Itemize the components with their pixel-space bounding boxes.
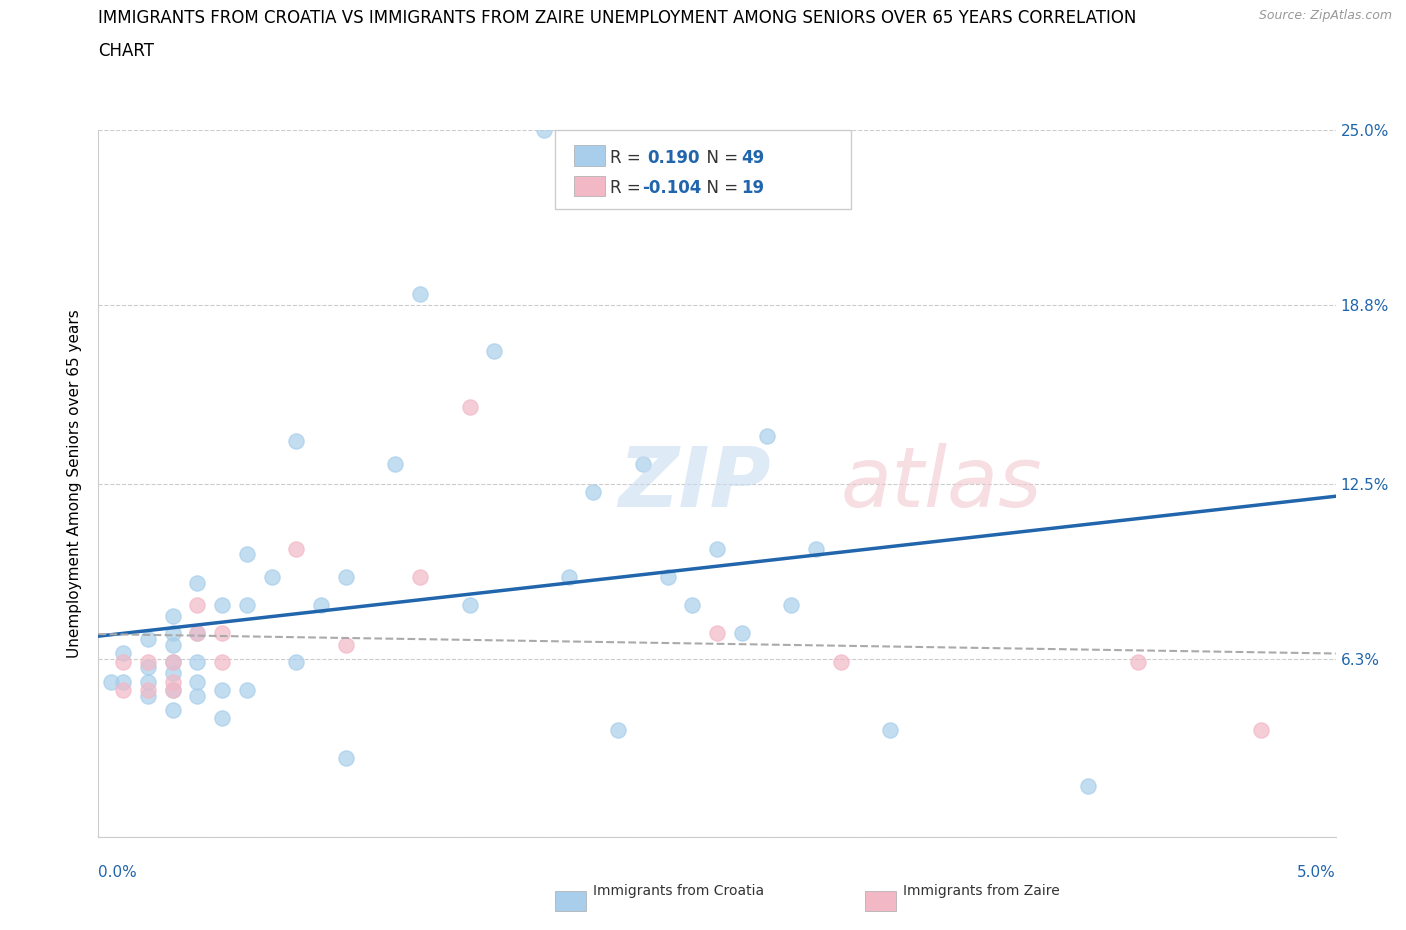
Text: atlas: atlas — [841, 443, 1042, 525]
Point — [409, 286, 432, 301]
Point — [236, 598, 259, 613]
Text: Source: ZipAtlas.com: Source: ZipAtlas.com — [1258, 9, 1392, 22]
Point — [631, 457, 654, 472]
Point — [162, 626, 184, 641]
Point — [186, 655, 208, 670]
Point — [285, 655, 308, 670]
Point — [309, 598, 332, 613]
Point — [335, 637, 357, 652]
Y-axis label: Unemployment Among Seniors over 65 years: Unemployment Among Seniors over 65 years — [67, 310, 83, 658]
Point — [335, 751, 357, 765]
Text: R =: R = — [610, 149, 647, 166]
Text: R =: R = — [610, 179, 647, 197]
Point — [458, 598, 481, 613]
Point — [136, 674, 159, 689]
Point — [162, 637, 184, 652]
Point — [804, 541, 827, 556]
Point — [1126, 655, 1149, 670]
Point — [186, 688, 208, 703]
Point — [112, 655, 135, 670]
Point — [112, 683, 135, 698]
Text: Immigrants from Zaire: Immigrants from Zaire — [903, 884, 1059, 898]
Text: -0.104: -0.104 — [643, 179, 702, 197]
Point — [162, 655, 184, 670]
Point — [780, 598, 803, 613]
Point — [162, 674, 184, 689]
Text: 0.190: 0.190 — [647, 149, 699, 166]
Point — [162, 666, 184, 681]
Point — [211, 598, 233, 613]
Point — [706, 541, 728, 556]
Point — [409, 569, 432, 584]
Point — [136, 655, 159, 670]
Point — [731, 626, 754, 641]
Point — [706, 626, 728, 641]
Point — [1250, 722, 1272, 737]
Text: CHART: CHART — [98, 42, 155, 60]
Point — [533, 123, 555, 138]
Point — [162, 702, 184, 717]
Point — [484, 343, 506, 358]
Point — [1077, 778, 1099, 793]
Text: N =: N = — [696, 149, 744, 166]
Point — [681, 598, 703, 613]
Point — [136, 688, 159, 703]
Point — [211, 626, 233, 641]
Point — [186, 626, 208, 641]
Point — [162, 655, 184, 670]
Point — [162, 683, 184, 698]
Text: 19: 19 — [741, 179, 763, 197]
Point — [211, 683, 233, 698]
Text: IMMIGRANTS FROM CROATIA VS IMMIGRANTS FROM ZAIRE UNEMPLOYMENT AMONG SENIORS OVER: IMMIGRANTS FROM CROATIA VS IMMIGRANTS FR… — [98, 9, 1137, 27]
Text: 49: 49 — [741, 149, 765, 166]
Point — [657, 569, 679, 584]
Text: 5.0%: 5.0% — [1296, 865, 1336, 881]
Point — [186, 674, 208, 689]
Point — [236, 547, 259, 562]
Point — [211, 711, 233, 725]
Point — [186, 575, 208, 590]
Point — [112, 674, 135, 689]
Point — [335, 569, 357, 584]
Point — [186, 598, 208, 613]
Point — [879, 722, 901, 737]
Point — [100, 674, 122, 689]
Point — [755, 428, 778, 443]
Point — [557, 569, 579, 584]
Point — [260, 569, 283, 584]
Point — [162, 609, 184, 624]
Point — [384, 457, 406, 472]
Point — [162, 683, 184, 698]
Point — [830, 655, 852, 670]
Point — [136, 631, 159, 646]
Point — [458, 400, 481, 415]
Point — [136, 683, 159, 698]
Point — [285, 433, 308, 448]
Point — [582, 485, 605, 499]
Point — [112, 645, 135, 660]
Point — [136, 660, 159, 675]
Point — [607, 722, 630, 737]
Point — [236, 683, 259, 698]
Point — [186, 626, 208, 641]
Text: ZIP: ZIP — [619, 443, 770, 525]
Text: Immigrants from Croatia: Immigrants from Croatia — [593, 884, 765, 898]
Point — [285, 541, 308, 556]
Text: 0.0%: 0.0% — [98, 865, 138, 881]
Text: N =: N = — [696, 179, 744, 197]
Point — [211, 655, 233, 670]
